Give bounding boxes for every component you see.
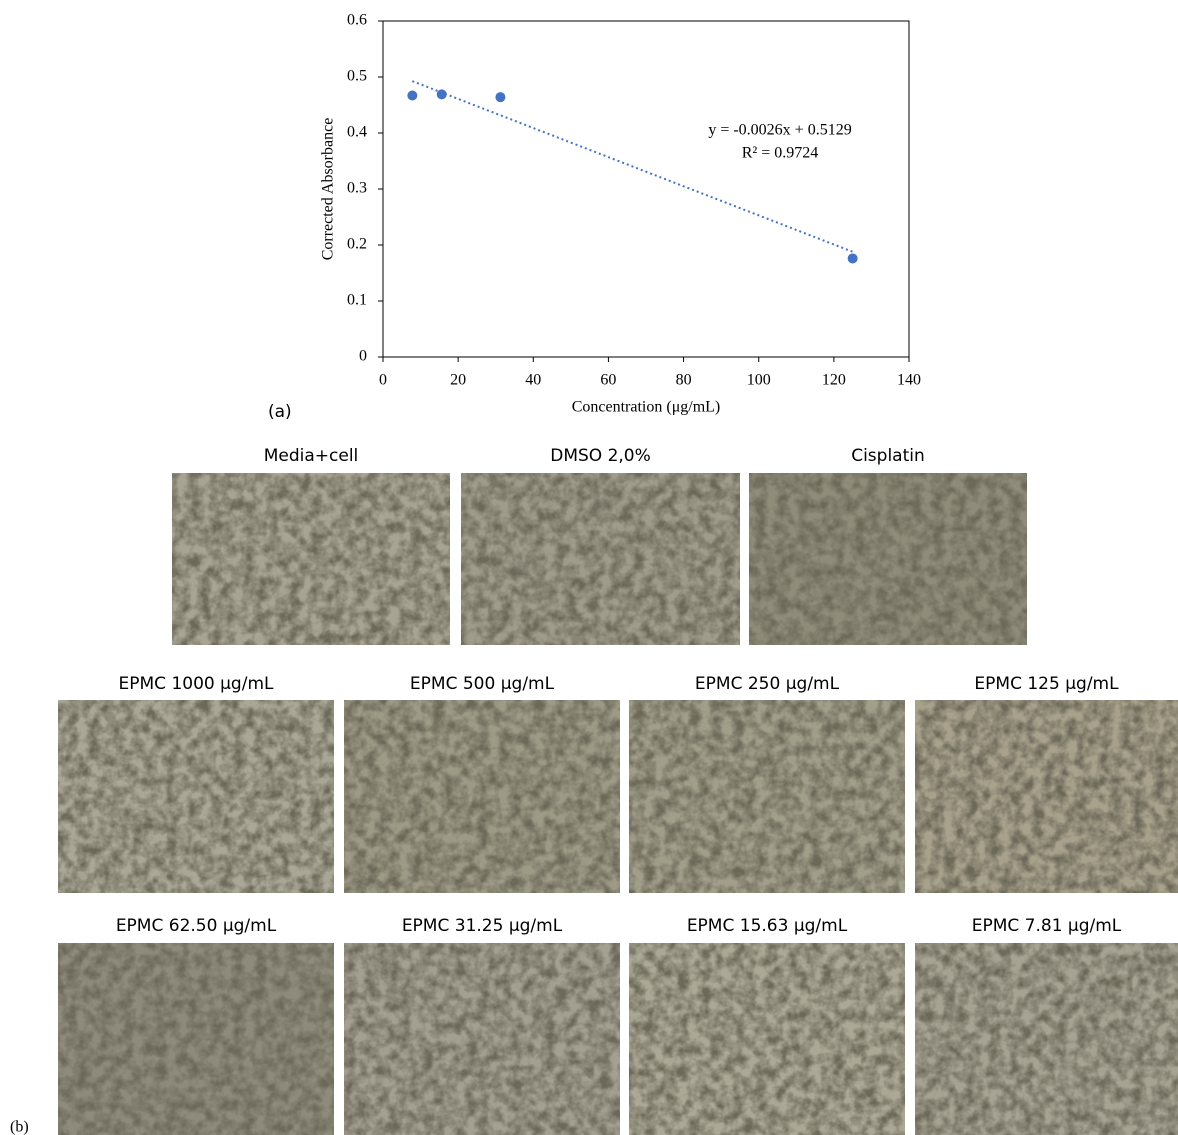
micrograph-texture: [749, 473, 1027, 645]
micrograph-texture: [915, 700, 1178, 893]
micrograph-title: EPMC 15.63 μg/mL: [687, 916, 848, 936]
y-tick-label: 0.2: [347, 236, 367, 253]
y-axis-label: Corrected Absorbance: [320, 118, 337, 261]
micrograph-texture: [58, 943, 334, 1135]
micrograph-title: EPMC 62.50 μg/mL: [116, 916, 277, 936]
x-tick-label: 80: [676, 372, 692, 389]
micrograph-title: DMSO 2,0%: [550, 446, 651, 466]
micrograph-title: Media+cell: [264, 446, 359, 466]
micrograph-texture: [344, 943, 620, 1135]
micrograph-title: EPMC 7.81 μg/mL: [972, 916, 1122, 936]
micrograph-texture: [915, 943, 1178, 1135]
panel-label: (a): [268, 402, 292, 422]
x-tick-label: 120: [822, 372, 846, 389]
x-tick-label: 0: [379, 372, 387, 389]
micrograph-title: EPMC 125 μg/mL: [974, 674, 1119, 694]
micrograph-texture: [629, 943, 905, 1135]
x-tick-label: 20: [450, 372, 466, 389]
y-tick-label: 0.5: [347, 68, 367, 85]
y-tick-label: 0.6: [347, 12, 367, 29]
micrograph-texture: [58, 700, 334, 893]
micrograph-title: EPMC 500 μg/mL: [410, 674, 555, 694]
x-tick-label: 100: [747, 372, 771, 389]
data-point: [847, 253, 858, 264]
trendline-equation: y = -0.0026x + 0.5129: [708, 122, 851, 139]
trendline: [411, 80, 854, 253]
y-tick-label: 0.3: [347, 180, 367, 197]
panel-label: (b): [10, 1119, 29, 1135]
y-tick-label: 0: [359, 348, 367, 365]
micrograph-texture: [172, 473, 450, 645]
micrograph-title: EPMC 250 μg/mL: [695, 674, 840, 694]
micrograph-title: EPMC 1000 μg/mL: [119, 674, 274, 694]
y-tick-label: 0.1: [347, 292, 367, 309]
x-axis-label: Concentration (μg/mL): [572, 399, 721, 416]
x-tick-label: 60: [600, 372, 616, 389]
micrograph-title: Cisplatin: [851, 446, 925, 466]
micrograph-texture: [461, 473, 740, 645]
micrograph-texture: [629, 700, 905, 893]
micrograph-title: EPMC 31.25 μg/mL: [402, 916, 563, 936]
x-tick-label: 40: [525, 372, 541, 389]
data-point: [407, 90, 418, 101]
plot-frame: [382, 20, 910, 358]
data-point: [495, 92, 506, 103]
y-tick-label: 0.4: [347, 124, 367, 141]
data-point: [436, 89, 447, 100]
x-tick-label: 140: [897, 372, 921, 389]
r-squared: R² = 0.9724: [742, 145, 819, 162]
micrograph-texture: [344, 700, 620, 893]
